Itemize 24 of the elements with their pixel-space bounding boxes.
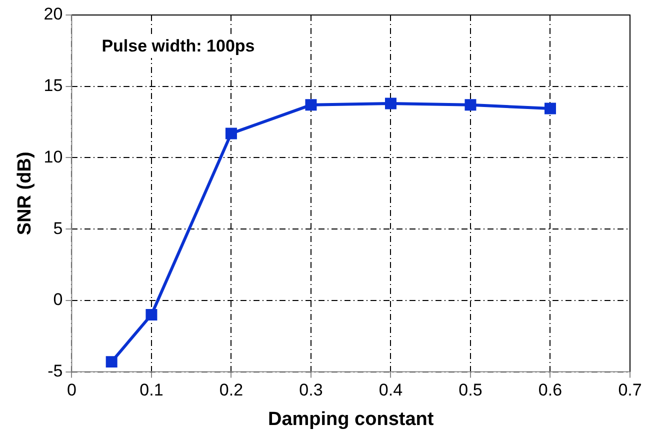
point: [106, 356, 118, 368]
x-tick-label: 0.4: [378, 380, 403, 400]
x-tick-label: 0.6: [538, 380, 562, 400]
point: [305, 99, 317, 111]
point: [384, 98, 396, 110]
y-tick-label: 0: [53, 290, 63, 310]
y-tick-label: 20: [44, 4, 63, 24]
x-tick-label: 0.7: [618, 380, 642, 400]
y-axis-title: SNR (dB): [14, 152, 36, 236]
y-tick-label: 10: [44, 147, 63, 166]
point: [544, 102, 556, 114]
x-tick-label: 0.3: [299, 380, 323, 400]
y-tick-label: 5: [53, 218, 63, 238]
point: [464, 99, 476, 111]
x-tick-label: 0.2: [219, 380, 244, 400]
point: [225, 128, 237, 140]
y-tick-label: -5: [48, 361, 63, 380]
y-tick-label: 15: [44, 76, 63, 96]
x-tick-label: 0: [66, 380, 76, 400]
x-tick-label: 0.1: [140, 380, 164, 400]
x-axis-title: Damping constant: [268, 408, 434, 430]
annotation: Pulse width: 100ps: [102, 36, 255, 56]
x-tick-label: 0.5: [458, 380, 482, 400]
point: [146, 308, 158, 320]
